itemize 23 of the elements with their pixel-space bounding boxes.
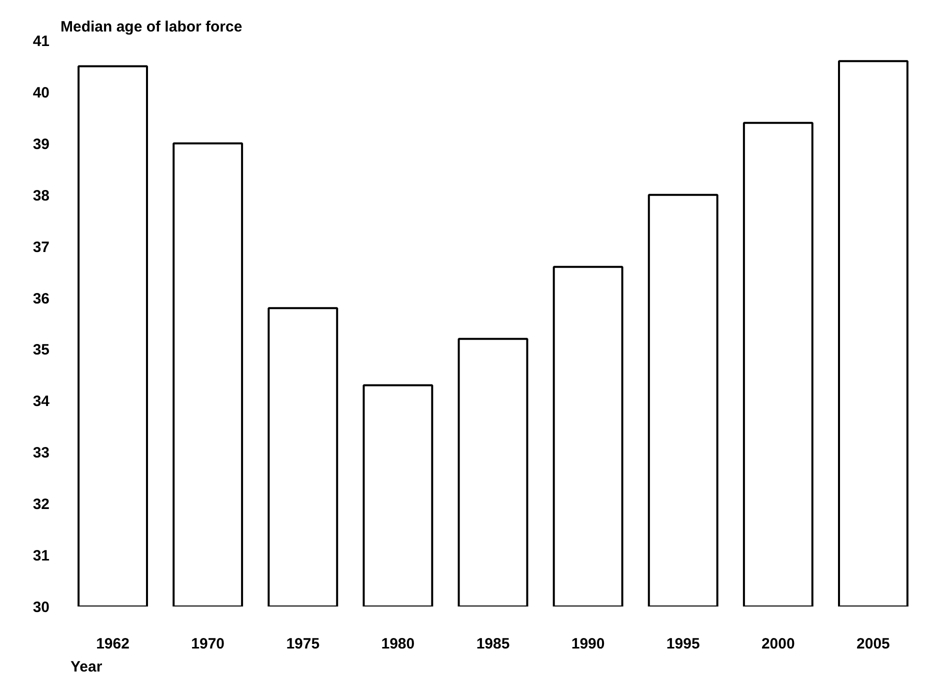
chart-title: Median age of labor force xyxy=(60,18,242,36)
y-tick-label: 34 xyxy=(32,393,50,410)
x-tick-label: 1995 xyxy=(666,636,700,652)
y-tick-label: 33 xyxy=(32,444,50,462)
y-tick-label: 32 xyxy=(32,496,50,514)
y-tick-label: 31 xyxy=(32,548,50,565)
x-tick-label: 1975 xyxy=(286,636,320,652)
x-tick-label: 2005 xyxy=(856,636,890,652)
x-axis-title: Year xyxy=(70,658,102,676)
y-tick-label: 41 xyxy=(32,33,50,50)
y-tick-label: 37 xyxy=(32,238,50,256)
x-tick-label: 1970 xyxy=(191,636,225,652)
x-tick-label: 1985 xyxy=(476,636,510,652)
x-tick-label: 1962 xyxy=(96,636,130,652)
y-tick-label: 36 xyxy=(32,290,50,308)
y-tick-label: 35 xyxy=(32,342,50,359)
x-tick-label: 1980 xyxy=(381,636,415,652)
y-tick-label: 40 xyxy=(32,84,50,102)
x-tick-label: 1990 xyxy=(571,636,605,652)
y-tick-label: 30 xyxy=(32,599,50,616)
y-tick-label: 38 xyxy=(32,187,50,204)
y-tick-label: 39 xyxy=(32,136,50,153)
x-tick-label: 2000 xyxy=(761,636,795,652)
